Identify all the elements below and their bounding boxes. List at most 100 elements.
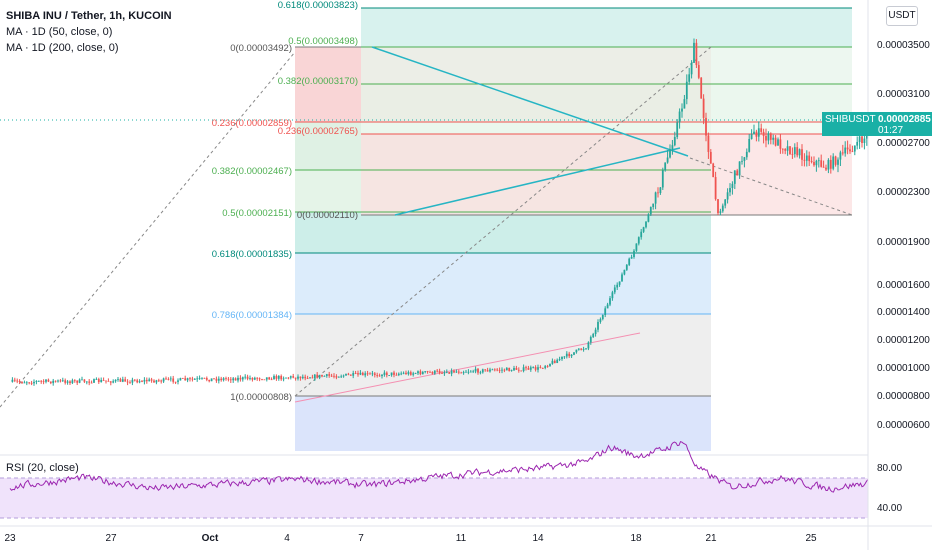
fib-left-label-0.382: 0.382(0.00002467) — [212, 166, 292, 177]
candle-body — [767, 133, 770, 141]
candle-body — [597, 321, 599, 330]
candle-body — [157, 380, 160, 382]
candle-body — [198, 378, 201, 379]
candle-body — [179, 378, 182, 381]
candle-body — [417, 371, 419, 374]
candle-body — [102, 379, 105, 381]
candle-body — [693, 42, 695, 63]
time-axis-tick-0: 23 — [4, 533, 16, 544]
candle-body — [357, 373, 359, 375]
candle-body — [352, 373, 355, 376]
candle-body — [95, 379, 98, 380]
candle-body — [412, 373, 415, 375]
candle-body — [191, 378, 194, 380]
candle-body — [553, 360, 556, 364]
candle-body — [78, 379, 81, 383]
candle-body — [791, 153, 794, 155]
candle-body — [621, 274, 623, 282]
ma-50-legend[interactable]: MA · 1D (50, close, 0) — [6, 26, 113, 38]
candle-body — [544, 366, 547, 368]
candle-body — [321, 375, 323, 377]
candle-body — [645, 221, 647, 228]
candle-body — [376, 375, 379, 376]
candle-body — [580, 348, 583, 350]
candle-body — [625, 264, 628, 270]
rsi-axis-tick-1: 40.00 — [877, 503, 902, 514]
candle-body — [858, 136, 861, 142]
candle-body — [760, 128, 763, 132]
candle-body — [455, 371, 458, 373]
currency-button[interactable]: USDT — [886, 6, 918, 26]
candle-body — [97, 379, 100, 383]
fib-left-label-0.5: 0.5(0.00002151) — [222, 208, 292, 219]
candle-body — [388, 375, 391, 376]
candle-body — [229, 379, 232, 381]
candle-body — [323, 375, 326, 377]
triangle-lower-line — [394, 147, 681, 216]
candle-body — [57, 380, 59, 382]
candle-body — [748, 138, 751, 152]
candle-body — [49, 381, 52, 384]
candle-body — [702, 98, 705, 118]
candle-body — [25, 382, 28, 384]
candle-body — [186, 378, 189, 381]
candle-body — [330, 375, 333, 377]
ma-200-legend[interactable]: MA · 1D (200, close, 0) — [6, 42, 119, 54]
candle-body — [162, 378, 165, 382]
candle-body — [793, 147, 796, 155]
candle-body — [659, 187, 662, 194]
fib-left-label-0.786: 0.786(0.00001384) — [212, 310, 292, 321]
candle-body — [529, 367, 532, 370]
candle-body — [112, 381, 115, 383]
rsi-legend[interactable]: RSI (20, close) — [6, 462, 79, 474]
price-axis-tick-2: 0.00002700 — [877, 138, 930, 149]
time-axis-tick-2: Oct — [202, 533, 219, 544]
fib-left-label-0.618: 0.618(0.00001835) — [212, 249, 292, 260]
candle-body — [81, 379, 83, 381]
candle-body — [450, 370, 453, 374]
candle-body — [803, 159, 806, 161]
candle-body — [705, 117, 707, 136]
candle-body — [407, 372, 410, 375]
candle-body — [714, 177, 717, 200]
candle-body — [381, 374, 383, 377]
candle-body — [400, 373, 403, 375]
candle-body — [292, 376, 295, 378]
candle-body — [328, 374, 331, 376]
candle-body — [208, 379, 211, 382]
candle-body — [774, 137, 777, 146]
candle-body — [757, 128, 760, 137]
candle-body — [45, 379, 47, 382]
candle-body — [690, 62, 693, 75]
candle-body — [258, 378, 261, 380]
candle-body — [678, 111, 681, 123]
candle-body — [503, 369, 506, 371]
candle-body — [585, 348, 587, 350]
candle-body — [462, 372, 465, 374]
candle-body — [390, 372, 393, 376]
candle-body — [789, 146, 791, 154]
candle-body — [498, 370, 501, 371]
fib-right-label-4: 0(0.00002110) — [297, 210, 358, 221]
candle-body — [280, 375, 283, 380]
candle-body — [23, 382, 26, 384]
candle-body — [613, 287, 616, 293]
candle-body — [609, 298, 611, 305]
candle-body — [273, 376, 275, 380]
candle-body — [844, 147, 847, 154]
candle-body — [275, 376, 278, 379]
candle-body — [366, 373, 369, 375]
candle-body — [189, 378, 191, 380]
candle-body — [277, 375, 280, 379]
candle-body — [393, 372, 395, 375]
candle-body — [673, 137, 676, 146]
candle-body — [765, 135, 767, 141]
candle-body — [681, 108, 683, 112]
candle-body — [532, 367, 535, 368]
candle-body — [815, 160, 818, 166]
candle-body — [73, 380, 76, 382]
candle-body — [337, 376, 340, 378]
candle-body — [424, 371, 427, 373]
candle-body — [784, 149, 787, 151]
